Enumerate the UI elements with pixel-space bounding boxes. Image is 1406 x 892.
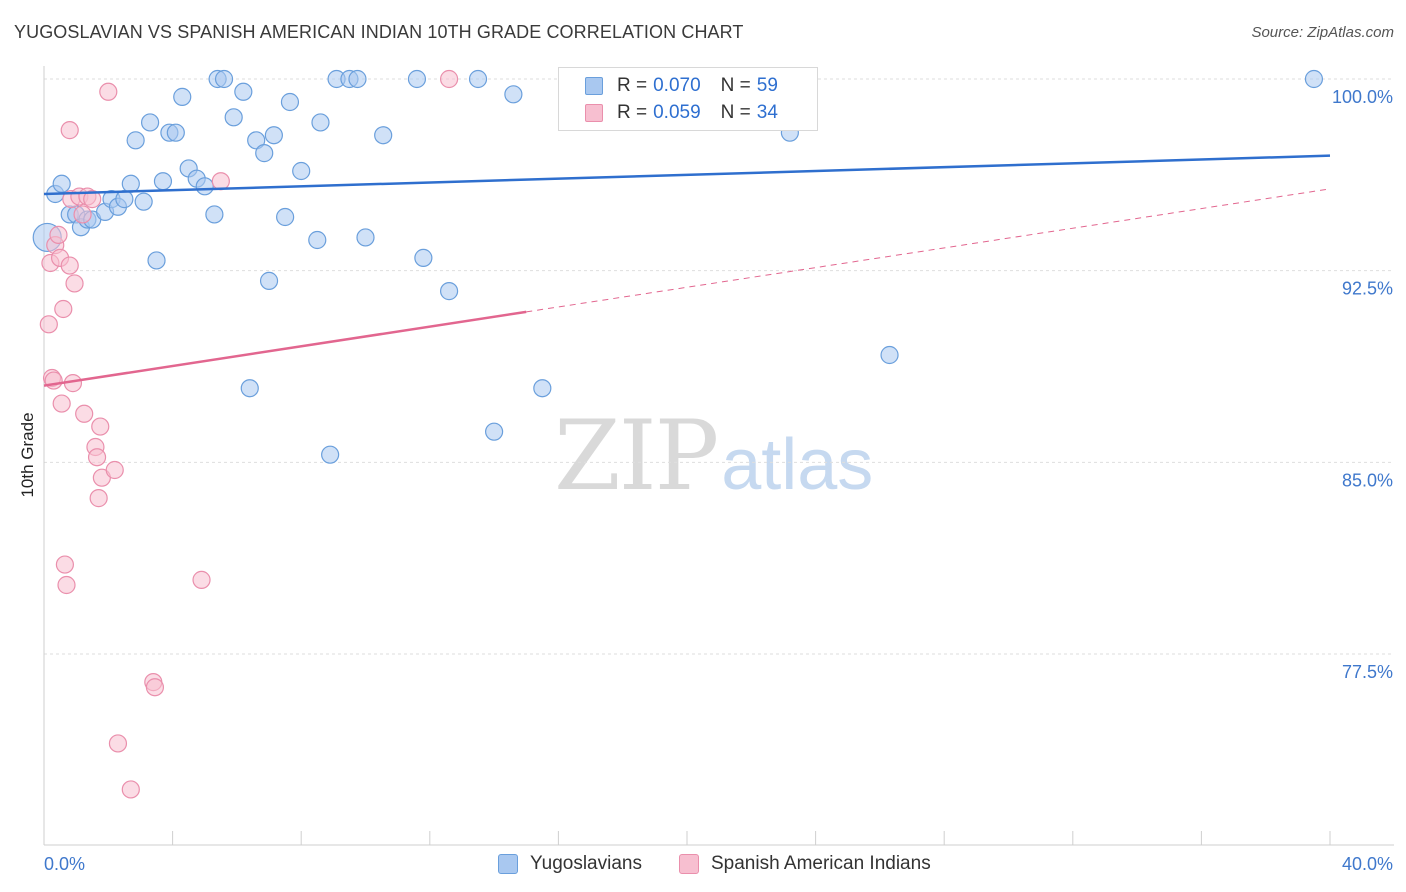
spanish-american-indian-point [73,205,92,224]
yugoslavian-point [321,445,340,464]
yugoslavian-point [240,379,259,398]
y-tick-label: 77.5% [1342,662,1393,682]
y-tick-label: 85.0% [1342,470,1393,490]
yugoslavian-point [292,161,311,181]
legend-item-yugoslavians: Yugoslavians [498,852,642,876]
spanish-american-indian-point [49,225,68,244]
legend-label: Spanish American Indians [711,853,931,874]
yugoslavian-point [140,113,160,132]
spanish-american-indian-trend-line [43,310,527,387]
r-value: 0.059 [653,102,701,123]
yugoslavian-point [356,228,375,247]
yugoslavian-point [1304,69,1324,89]
yugoslavian-point [308,230,327,250]
legend-label: Yugoslavians [530,853,642,874]
spanish-american-indian-point [75,404,94,423]
pink-swatch-icon [679,854,699,874]
yugoslavian-point [153,172,173,191]
chart-title: YUGOSLAVIAN VS SPANISH AMERICAN INDIAN 1… [14,22,744,42]
legend-item-spanish-american-indians: Spanish American Indians [679,852,931,876]
yugoslavian-point [205,205,224,224]
yugoslavian-point [126,131,145,150]
n-value: 59 [756,75,778,96]
stats-legend: R = 0.070 N = 59 R = 0.059 N = 34 [558,67,818,131]
yugoslavian-point [147,251,166,270]
spanish-american-indian-point [60,121,79,140]
yugoslavian-point [234,82,253,101]
spanish-american-indian-point [52,394,71,413]
yugoslavian-point [255,144,274,163]
spanish-american-indian-point [192,570,211,589]
spanish-american-indian-point [65,274,84,293]
yugoslavian-point [439,282,459,301]
y-axis-label: 10th Grade [18,412,37,498]
yugoslavian-point [280,92,300,112]
r-value: 0.070 [653,75,701,96]
yugoslavian-point [52,174,71,193]
spanish-american-indian-point [145,678,165,697]
spanish-american-indian-point [108,734,128,753]
yugoslavian-point [264,126,283,145]
yugoslavian-point [247,131,266,150]
spanish-american-indian-point [83,190,102,209]
blue-swatch-icon [498,854,518,874]
yugoslavian-point [121,174,140,193]
yugoslavian-point [224,108,243,127]
spanish-american-indian-point [105,460,124,480]
yugoslavian-point [166,123,185,142]
yugoslavian-point [407,69,427,89]
yugoslavian-trend-line [43,154,1331,196]
spanish-american-indian-point [91,417,110,436]
legend-row-yugoslavians: R = 0.070 N = 59 [585,74,778,98]
yugoslavian-point [115,190,134,209]
x-tick-label: 0.0% [44,854,85,874]
spanish-american-indian-point [44,371,63,390]
yugoslavian-point [533,379,552,398]
blue-swatch-icon [585,77,603,95]
spanish-american-indian-point [60,256,79,275]
n-value: 34 [756,102,778,123]
legend-row-spanish-american-indians: R = 0.059 N = 34 [585,101,778,125]
yugoslavian-point [504,85,523,104]
n-label: N = [720,75,751,96]
spanish-american-indian-point [87,448,107,467]
yugoslavian-point [311,113,330,132]
y-tick-label: 100.0% [1332,87,1393,107]
pink-swatch-icon [585,104,603,122]
yugoslavian-point [374,126,393,145]
spanish-american-indian-point [211,172,230,191]
source-label: Source: ZipAtlas.com [1251,24,1394,41]
r-label: R = [617,75,648,96]
yugoslavian-point [485,422,504,441]
spanish-american-indian-point [57,575,76,595]
yugoslavian-point [276,207,295,227]
yugoslavian-point [880,345,899,365]
spanish-american-indian-point [55,555,74,574]
yugoslavian-point [259,271,279,290]
spanish-american-indian-point [439,69,459,89]
yugoslavian-point [173,87,192,106]
n-label: N = [720,102,751,123]
x-tick-label: 40.0% [1342,854,1393,874]
yugoslavian-point [348,69,367,89]
spanish-american-indian-point [99,82,118,101]
yugoslavian-point [414,248,433,267]
spanish-american-indian-trend-extension [526,188,1331,313]
r-label: R = [617,102,648,123]
spanish-american-indian-point [54,299,73,319]
y-tick-label: 92.5% [1342,279,1393,299]
yugoslavian-point [134,192,153,211]
spanish-american-indian-point [39,315,58,334]
yugoslavian-point [468,69,488,89]
spanish-american-indian-point [89,489,108,508]
yugoslavian-point [214,69,234,89]
spanish-american-indian-point [121,780,140,799]
yugoslavian-point [195,177,214,196]
